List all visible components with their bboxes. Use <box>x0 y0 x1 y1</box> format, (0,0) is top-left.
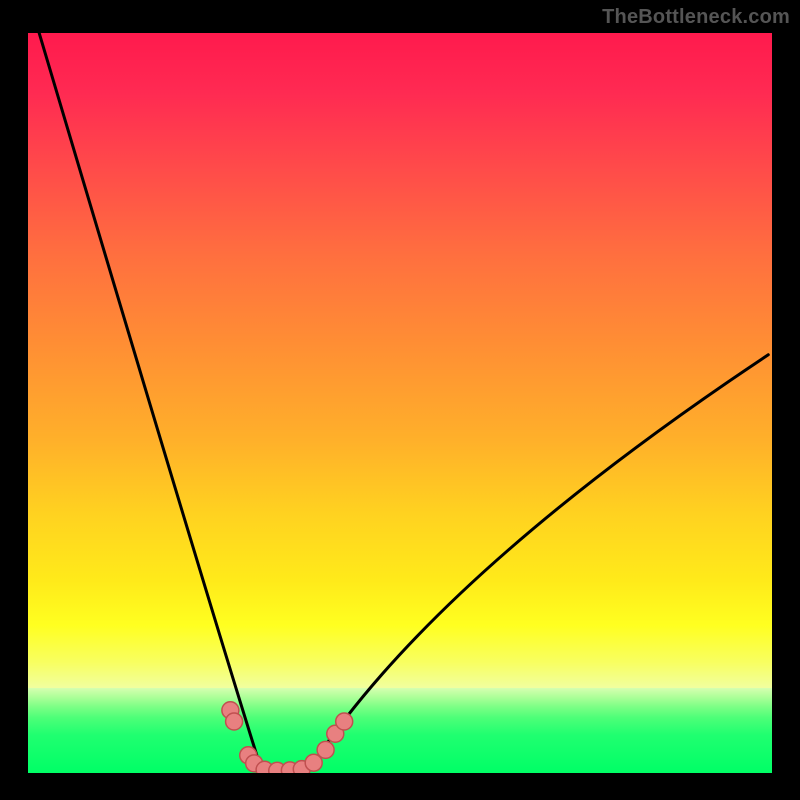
data-marker <box>226 713 243 730</box>
chart-canvas: TheBottleneck.com <box>0 0 800 800</box>
right-curve <box>307 355 768 773</box>
bottleneck-curve-svg <box>28 33 772 773</box>
plot-area <box>28 33 772 773</box>
watermark-text: TheBottleneck.com <box>602 6 790 29</box>
left-curve <box>39 33 262 773</box>
data-marker <box>336 713 353 730</box>
data-marker <box>317 741 334 758</box>
